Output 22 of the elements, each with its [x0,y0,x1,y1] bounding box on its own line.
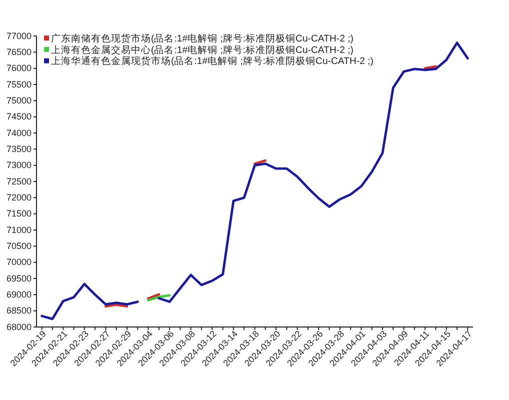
y-tick-label: 68500 [6,306,32,316]
y-tick-label: 73500 [6,144,32,154]
legend-label: 上海华通有色金属现货市场(品名:1#电解铜 ;牌号:标准阴极铜Cu-CATH-2 ;) [51,55,374,68]
y-tick-label: 76500 [6,47,32,58]
legend-label: 上海有色金属交易中心(品名:1#电解铜 ;牌号:标准阴极铜Cu-CATH-2 ;) [51,44,354,56]
y-tick-label: 71000 [6,224,32,235]
y-tick-label: 75000 [6,96,32,106]
legend-label: 广东南储有色现货市场(品名:1#电解铜 ;牌号:标准阴极铜Cu-CATH-2 ;) [51,32,354,44]
y-tick-label: 76000 [6,63,32,74]
y-tick-label: 73000 [6,160,32,170]
y-tick-label: 75500 [6,79,32,90]
y-tick-label: 72000 [6,192,32,203]
y-tick-label: 69000 [6,290,32,300]
y-tick-label: 74500 [6,112,32,122]
y-tick-label: 70500 [6,241,32,252]
y-tick-label: 77000 [6,30,32,41]
y-tick-label: 71500 [6,208,32,219]
y-tick-label: 70000 [6,257,32,268]
y-tick-label: 69500 [6,273,32,284]
y-tick-label: 68000 [6,322,32,332]
y-tick-label: 74000 [6,128,32,138]
y-tick-label: 72500 [6,176,32,186]
